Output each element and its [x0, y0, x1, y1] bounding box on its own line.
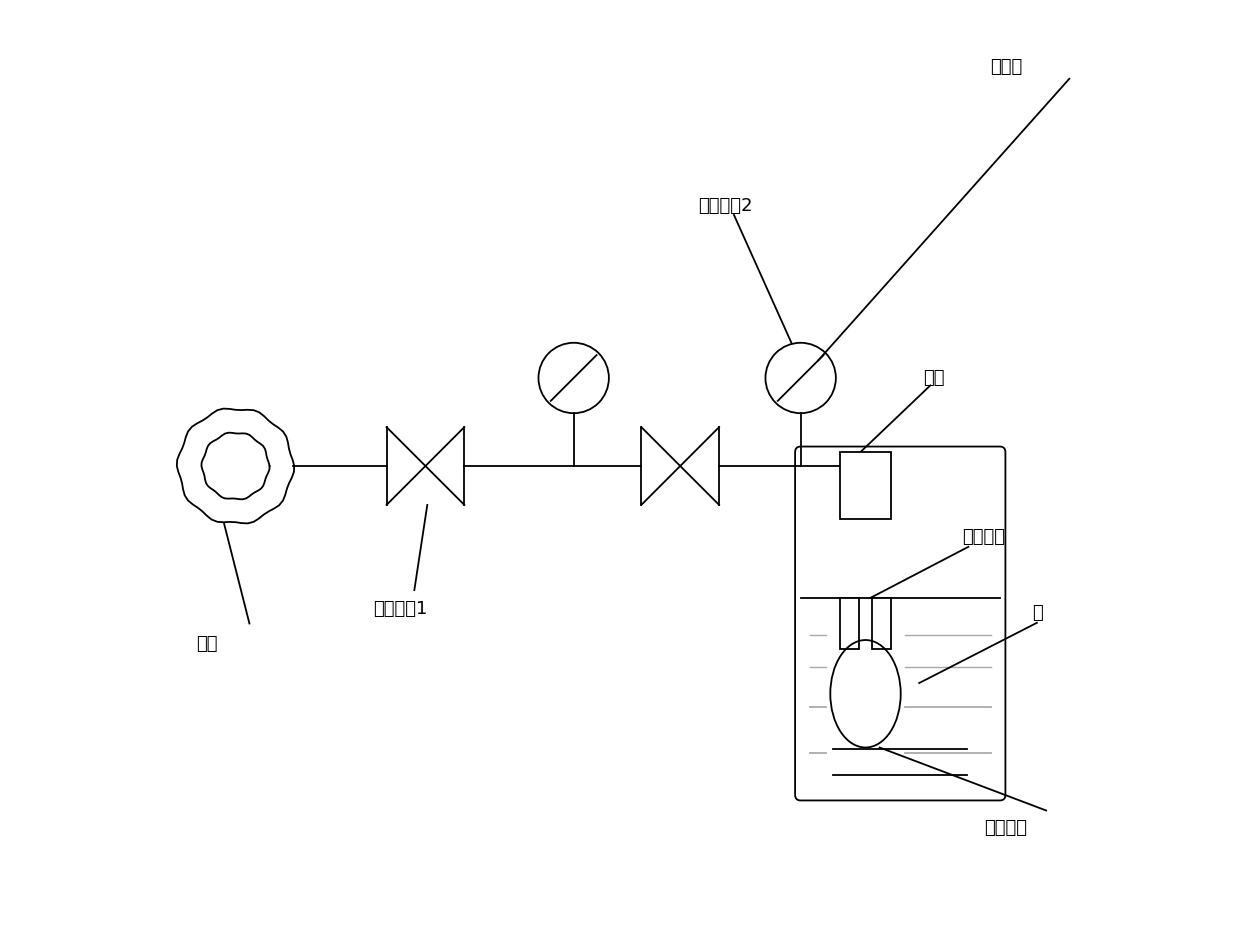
Bar [839, 597, 859, 649]
Bar [872, 597, 892, 649]
Text: 气源: 气源 [197, 635, 218, 652]
Text: 水: 水 [1032, 604, 1043, 623]
Text: 调压开关2: 调压开关2 [698, 198, 753, 215]
Text: 调压开关1: 调压开关1 [373, 600, 427, 618]
Text: 水槽: 水槽 [923, 369, 945, 387]
FancyBboxPatch shape [795, 446, 1006, 801]
Text: 试验夹具: 试验夹具 [962, 528, 1004, 546]
Bar [839, 452, 892, 519]
Text: 压力表: 压力表 [991, 59, 1023, 76]
Text: 被试胶囊: 被试胶囊 [985, 818, 1027, 837]
